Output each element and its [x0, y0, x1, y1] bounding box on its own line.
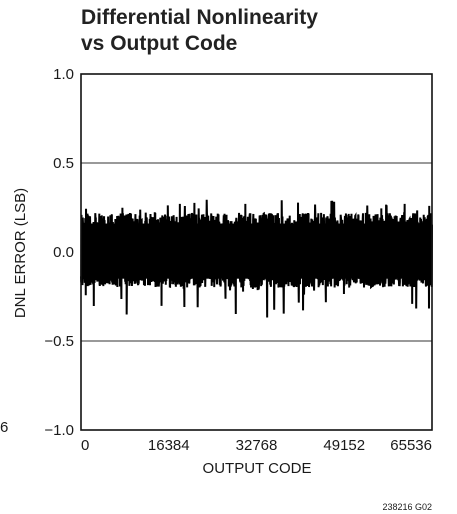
x-tick-label: 32768 [236, 437, 278, 454]
x-axis-label: OUTPUT CODE [203, 460, 312, 477]
y-tick-label: −0.5 [44, 333, 74, 350]
grid-lines [81, 162, 432, 342]
x-axis-ticks: 0 16384 32768 49152 65536 [81, 437, 432, 454]
dnl-band-core [82, 223, 431, 279]
plot-area-frame [80, 73, 433, 431]
chart-title-line-1: Differential Nonlinearity [81, 6, 318, 29]
y-axis-label: DNL ERROR (LSB) [12, 188, 29, 318]
y-tick-label: 0.0 [53, 244, 74, 261]
x-tick-label: 16384 [148, 437, 190, 454]
x-tick-label: 49152 [323, 437, 365, 454]
dnl-series [80, 199, 433, 318]
y-tick-label: −1.0 [44, 422, 74, 439]
y-tick-label: 1.0 [53, 66, 74, 83]
figure-id: 238216 G02 [382, 502, 432, 512]
y-tick-label: 0.5 [53, 155, 74, 172]
stray-left-label: 6 [0, 419, 8, 436]
chart-title-line-2: vs Output Code [81, 32, 237, 55]
y-axis-ticks: 1.0 0.5 0.0 −0.5 −1.0 [44, 66, 74, 439]
x-tick-label: 0 [81, 437, 89, 454]
x-tick-label: 65536 [390, 437, 432, 454]
